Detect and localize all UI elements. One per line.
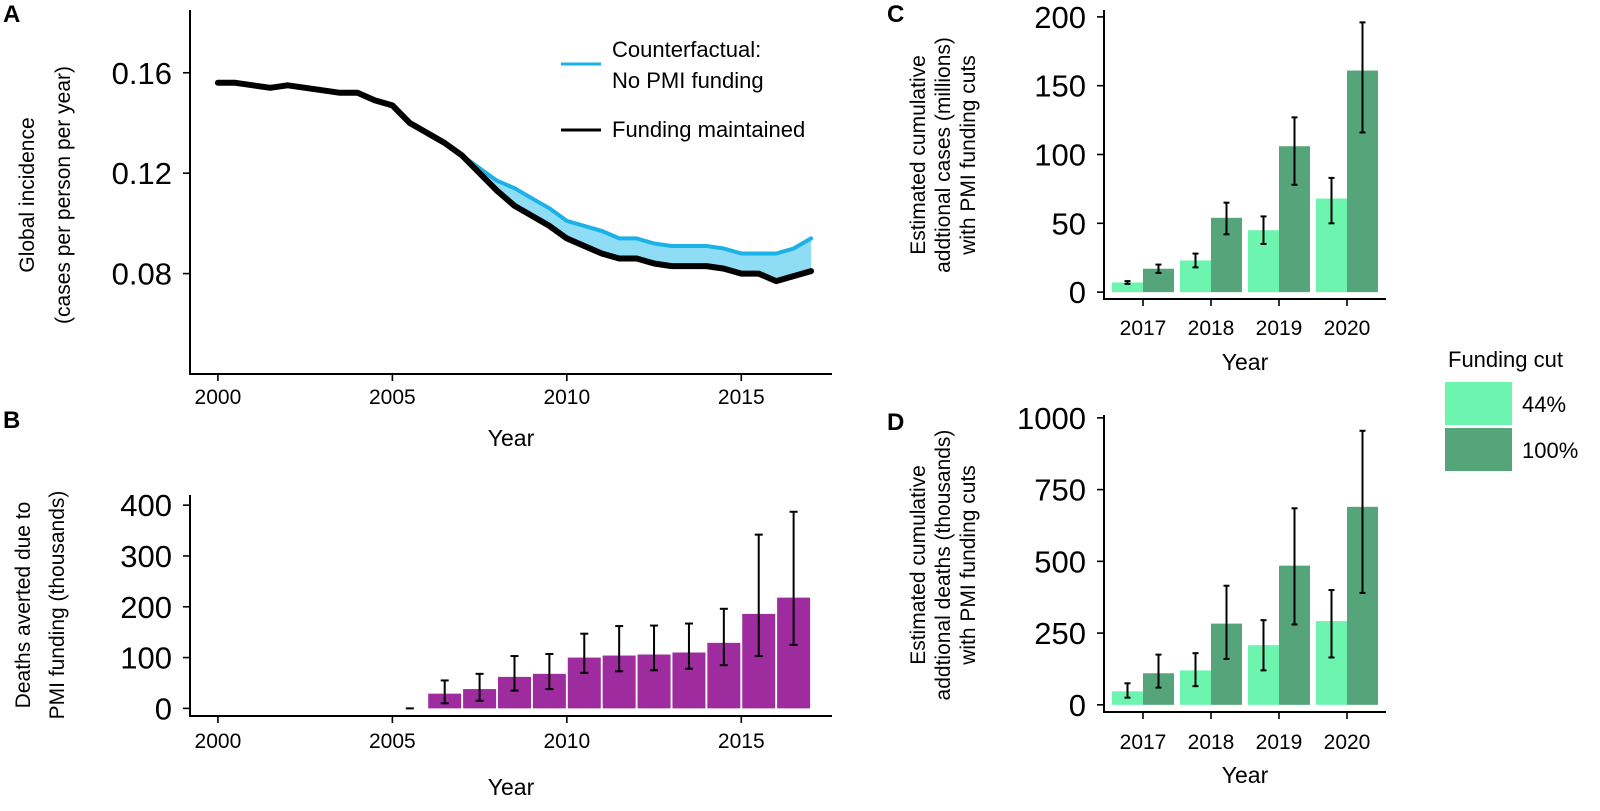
x-tick-label: 2019 — [1256, 317, 1303, 340]
x-tick-label: 2017 — [1120, 317, 1167, 340]
y-tick-label: 150 — [1034, 69, 1086, 104]
y-tick-label: 0 — [1069, 275, 1086, 310]
x-tick-label: 2005 — [369, 730, 416, 753]
panel-a-letter: A — [3, 1, 20, 28]
y-tick-label: 50 — [1052, 206, 1086, 241]
panel-b-deaths-averted-chart: B Deaths averted due to PMI funding (thou… — [3, 407, 832, 800]
legend-44-swatch — [1445, 382, 1512, 425]
x-tick-label: 2000 — [195, 386, 242, 409]
y-axis-label-line: (cases per person per year) — [52, 66, 75, 324]
x-tick-label: 2018 — [1188, 317, 1235, 340]
x-tick-label: 2018 — [1188, 731, 1235, 754]
legend-counterfactual-line1: Counterfactual: — [612, 37, 761, 62]
legend-44-label: 44% — [1522, 392, 1566, 417]
panel-c-y-axis-label: Estimated cumulative addtional cases (mil… — [907, 37, 980, 273]
y-tick-label: 1000 — [1017, 401, 1086, 436]
panel-a-plot — [214, 79, 815, 285]
legend-100-swatch — [1445, 428, 1512, 471]
y-tick-label: 0.12 — [112, 156, 172, 191]
y-axis-label-line: PMI funding (thousands) — [46, 491, 69, 720]
counterfactual-line — [460, 153, 814, 256]
panel-d-bars — [1112, 429, 1378, 705]
y-tick-label: 100 — [120, 641, 172, 676]
y-tick-label: 200 — [120, 590, 172, 625]
panel-a-ticks: 2000 2005 2010 2015 0.08 0.12 0.16 — [112, 56, 765, 409]
y-tick-label: 750 — [1034, 473, 1086, 508]
y-axis-label-line: addtional cases (millions) — [932, 37, 955, 273]
legend-maintained-label: Funding maintained — [612, 117, 805, 142]
y-axis-label-line: addtional deaths (thousands) — [932, 430, 955, 701]
panel-b-bars — [405, 510, 811, 710]
y-tick-label: 500 — [1034, 544, 1086, 579]
y-tick-label: 0 — [1069, 688, 1086, 723]
panel-b-y-axis-label: Deaths averted due to PMI funding (thousa… — [12, 491, 69, 720]
bar-cut-100-2017 — [1143, 268, 1174, 293]
panel-a-incidence-chart: A Global incidence (cases per person per … — [3, 1, 832, 451]
x-tick-label: 2020 — [1324, 317, 1371, 340]
x-tick-label: 2015 — [718, 730, 765, 753]
panel-d-y-axis-label: Estimated cumulative addtional deaths (th… — [907, 430, 980, 701]
panel-c-letter: C — [887, 1, 904, 28]
difference-ribbon — [462, 155, 812, 282]
x-tick-label: 2005 — [369, 386, 416, 409]
x-tick-label: 2020 — [1324, 731, 1371, 754]
y-tick-label: 100 — [1034, 138, 1086, 173]
panel-d-axes — [1103, 415, 1386, 713]
panel-a-x-axis-label: Year — [488, 425, 535, 451]
panel-a-axes — [189, 10, 832, 375]
y-tick-label: 0.08 — [112, 257, 172, 292]
bar-cut-44-2017 — [1112, 282, 1143, 293]
funding-cut-legend-title: Funding cut — [1448, 347, 1563, 372]
y-axis-label-line: with PMI funding cuts — [957, 465, 980, 666]
x-tick-label: 2010 — [543, 730, 590, 753]
panel-d-x-axis-label: Year — [1222, 762, 1269, 788]
panel-b-ticks: 2000 2005 2010 2015 0 100 200 300 400 — [120, 488, 764, 753]
y-tick-label: 0.16 — [112, 56, 172, 91]
panel-c-additional-cases-chart: C Estimated cumulative addtional cases (m… — [887, 0, 1386, 375]
panel-b-letter: B — [3, 407, 20, 434]
panel-c-bars — [1112, 21, 1378, 293]
y-axis-label-line: Estimated cumulative — [907, 465, 930, 665]
panel-d-additional-deaths-chart: D Estimated cumulative addtional deaths (… — [887, 401, 1386, 788]
panel-a-y-axis-label: Global incidence (cases per person per ye… — [16, 66, 75, 324]
panel-c-ticks: 2017 2018 2019 2020 0 50 100 150 200 — [1034, 0, 1370, 340]
funding-cut-legend: Funding cut 44% 100% — [1445, 347, 1578, 471]
y-axis-label-line: with PMI funding cuts — [957, 55, 980, 256]
panel-a-legend: Counterfactual: No PMI funding Funding m… — [561, 37, 805, 142]
x-tick-label: 2000 — [195, 730, 242, 753]
legend-counterfactual-line2: No PMI funding — [612, 68, 764, 93]
funding-maintained-line — [214, 79, 815, 285]
legend-100-label: 100% — [1522, 438, 1578, 463]
y-axis-label-line: Global incidence — [16, 117, 39, 272]
y-axis-label-line: Deaths averted due to — [12, 502, 35, 709]
panel-c-axes — [1103, 10, 1386, 300]
y-tick-label: 250 — [1034, 616, 1086, 651]
x-tick-label: 2019 — [1256, 731, 1303, 754]
panel-d-letter: D — [887, 409, 904, 436]
y-tick-label: 200 — [1034, 0, 1086, 35]
panel-b-axes — [189, 495, 832, 717]
y-tick-label: 300 — [120, 539, 172, 574]
panel-c-x-axis-label: Year — [1222, 349, 1269, 375]
y-tick-label: 0 — [155, 691, 172, 726]
panel-d-ticks: 2017 2018 2019 2020 0 250 500 750 1000 — [1017, 401, 1370, 754]
y-tick-label: 400 — [120, 488, 172, 523]
x-tick-label: 2015 — [718, 386, 765, 409]
x-tick-label: 2017 — [1120, 731, 1167, 754]
panel-b-x-axis-label: Year — [488, 774, 535, 800]
y-axis-label-line: Estimated cumulative — [907, 55, 930, 255]
x-tick-label: 2010 — [543, 386, 590, 409]
